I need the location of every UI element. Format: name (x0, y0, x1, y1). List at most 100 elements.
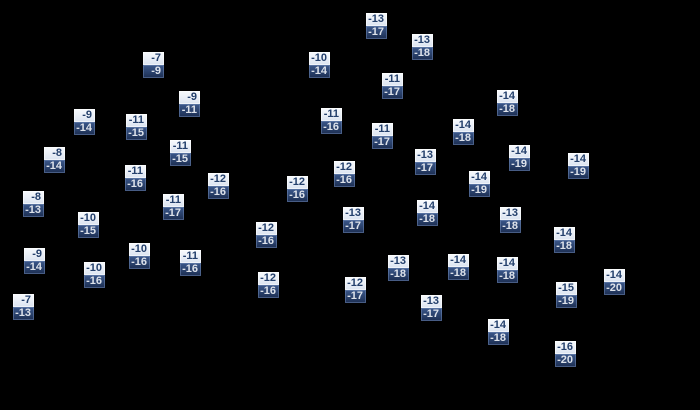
station-temp-bottom: -19 (509, 158, 530, 171)
station-temp-bottom: -17 (372, 136, 393, 149)
station-temp-bottom: -18 (497, 270, 518, 283)
station-temp-bottom: -17 (343, 220, 364, 233)
station-temp-bottom: -19 (469, 184, 490, 197)
station-label: -14 -19 (469, 171, 490, 197)
station-label: -9 -11 (179, 91, 200, 117)
station-temp-top: -10 (78, 212, 99, 225)
station-temp-bottom: -18 (453, 132, 474, 145)
station-temp-bottom: -18 (500, 220, 521, 233)
station-temp-top: -15 (556, 282, 577, 295)
station-temp-top: -13 (415, 149, 436, 162)
station-temp-top: -12 (256, 222, 277, 235)
station-label: -11 -16 (321, 108, 342, 134)
station-temp-top: -10 (84, 262, 105, 275)
station-temp-top: -12 (287, 176, 308, 189)
station-temp-top: -13 (366, 13, 387, 26)
station-temp-top: -9 (179, 91, 200, 104)
station-temp-bottom: -9 (143, 65, 164, 78)
station-temp-bottom: -16 (84, 275, 105, 288)
station-temp-bottom: -17 (366, 26, 387, 39)
station-temp-bottom: -15 (78, 225, 99, 238)
station-temp-bottom: -17 (415, 162, 436, 175)
station-label: -11 -17 (163, 194, 184, 220)
station-label: -12 -16 (258, 272, 279, 298)
station-temp-top: -7 (143, 52, 164, 65)
station-temp-top: -11 (170, 140, 191, 153)
station-temp-top: -13 (500, 207, 521, 220)
station-temp-top: -14 (448, 254, 469, 267)
station-temp-bottom: -18 (497, 103, 518, 116)
station-temp-top: -14 (568, 153, 589, 166)
station-temp-bottom: -16 (129, 256, 150, 269)
station-temp-top: -11 (163, 194, 184, 207)
station-temp-top: -7 (13, 294, 34, 307)
station-temp-bottom: -16 (208, 186, 229, 199)
station-temp-top: -13 (412, 34, 433, 47)
station-temp-top: -13 (388, 255, 409, 268)
station-temp-top: -10 (129, 243, 150, 256)
station-temp-top: -13 (343, 207, 364, 220)
station-temp-bottom: -16 (258, 285, 279, 298)
station-temp-bottom: -19 (556, 295, 577, 308)
station-label: -13 -18 (500, 207, 521, 233)
station-temp-top: -14 (488, 319, 509, 332)
station-label: -9 -14 (24, 248, 45, 274)
station-label: -14 -18 (417, 200, 438, 226)
station-label: -14 -19 (509, 145, 530, 171)
station-temp-bottom: -18 (388, 268, 409, 281)
station-label: -12 -16 (208, 173, 229, 199)
station-temp-bottom: -18 (448, 267, 469, 280)
station-temp-bottom: -17 (382, 86, 403, 99)
station-temp-bottom: -16 (287, 189, 308, 202)
station-temp-bottom: -14 (309, 65, 330, 78)
station-label: -12 -17 (345, 277, 366, 303)
station-label: -11 -17 (372, 123, 393, 149)
station-temp-bottom: -16 (256, 235, 277, 248)
station-temp-bottom: -20 (604, 282, 625, 295)
station-temp-top: -11 (180, 250, 201, 263)
station-label: -13 -17 (421, 295, 442, 321)
station-label: -10 -15 (78, 212, 99, 238)
station-temp-bottom: -16 (125, 178, 146, 191)
station-label: -14 -18 (497, 257, 518, 283)
station-temp-top: -8 (23, 191, 44, 204)
station-temp-top: -11 (372, 123, 393, 136)
station-temp-top: -10 (309, 52, 330, 65)
station-temp-bottom: -16 (321, 121, 342, 134)
station-label: -14 -18 (453, 119, 474, 145)
station-temp-bottom: -18 (412, 47, 433, 60)
station-label: -12 -16 (334, 161, 355, 187)
station-temp-top: -9 (24, 248, 45, 261)
station-temp-top: -8 (44, 147, 65, 160)
station-label: -13 -17 (343, 207, 364, 233)
station-temp-bottom: -14 (24, 261, 45, 274)
station-temp-bottom: -14 (74, 122, 95, 135)
station-temp-bottom: -15 (126, 127, 147, 140)
station-label: -14 -20 (604, 269, 625, 295)
station-temp-top: -9 (74, 109, 95, 122)
station-label: -7 -9 (143, 52, 164, 78)
station-label: -10 -16 (84, 262, 105, 288)
station-temp-top: -14 (497, 90, 518, 103)
station-temp-bottom: -14 (44, 160, 65, 173)
station-temp-bottom: -11 (179, 104, 200, 117)
station-label: -12 -16 (256, 222, 277, 248)
station-temp-top: -14 (604, 269, 625, 282)
station-label: -13 -17 (415, 149, 436, 175)
station-temp-top: -11 (126, 114, 147, 127)
station-temp-top: -14 (469, 171, 490, 184)
station-temp-top: -11 (382, 73, 403, 86)
station-label: -16 -20 (555, 341, 576, 367)
station-temp-bottom: -17 (421, 308, 442, 321)
station-label: -10 -14 (309, 52, 330, 78)
station-temp-top: -16 (555, 341, 576, 354)
station-temp-top: -12 (345, 277, 366, 290)
station-label: -11 -16 (125, 165, 146, 191)
station-temp-top: -14 (497, 257, 518, 270)
station-label: -11 -15 (126, 114, 147, 140)
station-label: -9 -14 (74, 109, 95, 135)
station-label: -13 -18 (388, 255, 409, 281)
station-label: -15 -19 (556, 282, 577, 308)
station-temp-top: -12 (334, 161, 355, 174)
